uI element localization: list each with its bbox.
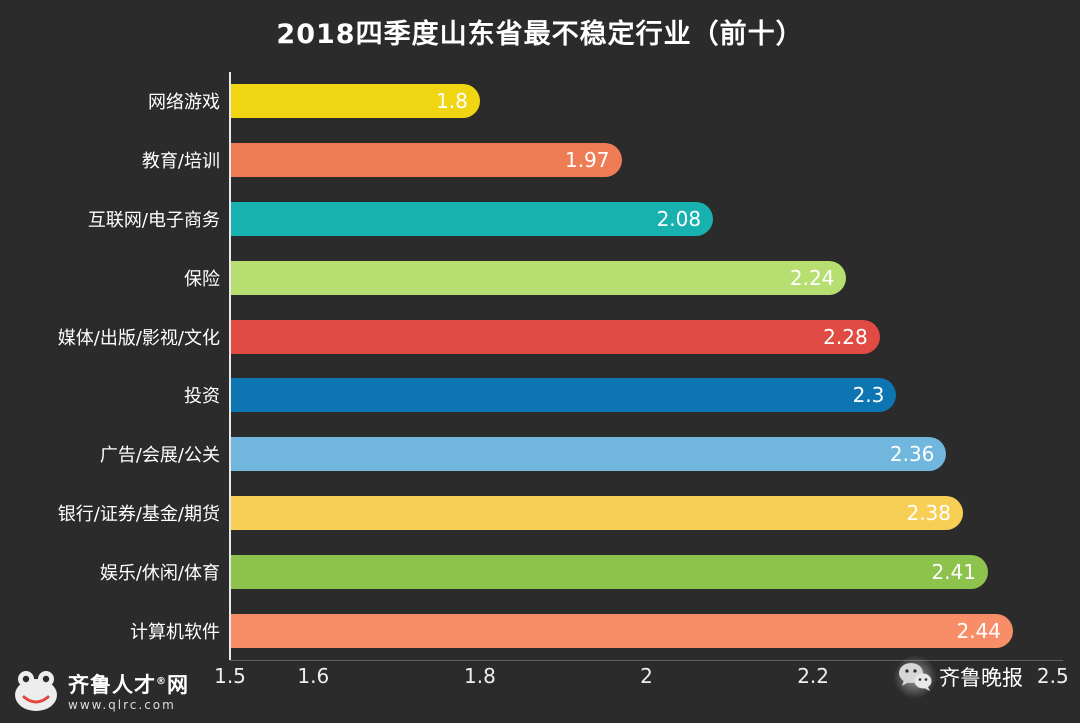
brand-name: 齐鲁人才®网 — [68, 672, 189, 697]
brand-text-block: 齐鲁人才®网 www.qlrc.com — [68, 670, 189, 713]
bar-row: 娱乐/休闲/体育 2.41 — [0, 542, 1080, 601]
category-label: 计算机软件 — [130, 621, 220, 643]
watermark-text: 齐鲁晚报 — [939, 666, 1023, 690]
value-label: 2.41 — [931, 559, 976, 584]
bar-row: 投资 2.3 — [0, 366, 1080, 425]
bar-row: 教育/培训 1.97 — [0, 131, 1080, 190]
bar: 2.08 — [230, 201, 714, 236]
bar-row: 网络游戏 1.8 — [0, 72, 1080, 131]
x-tick-label: 1.8 — [463, 664, 496, 688]
bar: 2.36 — [230, 437, 947, 472]
value-label: 2.38 — [906, 500, 951, 525]
category-label: 银行/证券/基金/期货 — [57, 503, 220, 525]
frog-logo-icon — [12, 667, 60, 715]
bar-row: 银行/证券/基金/期货 2.38 — [0, 484, 1080, 543]
qlrc-logo: 齐鲁人才®网 www.qlrc.com — [12, 667, 189, 715]
category-label: 媒体/出版/影视/文化 — [57, 327, 220, 349]
bar: 1.8 — [230, 84, 480, 119]
x-tick-label: 2 — [640, 664, 653, 688]
wechat-watermark: 齐鲁晚报 — [893, 655, 1023, 699]
value-label: 2.44 — [956, 618, 1001, 643]
x-axis-line — [230, 660, 1063, 661]
value-label: 2.08 — [656, 206, 702, 231]
category-label: 网络游戏 — [148, 92, 220, 114]
brand-url: www.qlrc.com — [68, 697, 176, 712]
bar: 2.3 — [230, 378, 897, 413]
bar: 2.41 — [230, 554, 988, 589]
bar-row: 广告/会展/公关 2.36 — [0, 425, 1080, 484]
wechat-icon — [893, 655, 937, 699]
value-label: 1.8 — [436, 89, 468, 114]
bar-row: 媒体/出版/影视/文化 2.28 — [0, 307, 1080, 366]
category-label: 教育/培训 — [141, 151, 220, 173]
bar: 2.28 — [230, 319, 880, 354]
bar-rows: 网络游戏 1.8 教育/培训 1.97 互联网/电子商务 2.08 保险 2.24 媒体/出版/… — [0, 72, 1080, 660]
bar-row: 计算机软件 2.44 — [0, 601, 1080, 660]
plot-area: 网络游戏 1.8 教育/培训 1.97 互联网/电子商务 2.08 保险 2.24 媒体/出版/… — [0, 72, 1080, 661]
value-label: 1.97 — [564, 148, 610, 173]
category-label: 投资 — [184, 386, 220, 408]
bar-row: 保险 2.24 — [0, 248, 1080, 307]
registered-mark: ® — [156, 675, 167, 687]
value-label: 2.36 — [889, 442, 935, 467]
x-axis-tick-labels: 1.5 1.6 1.8 2 2.2 2.5 — [214, 664, 1069, 694]
bar: 1.97 — [230, 143, 622, 178]
value-label: 2.28 — [823, 324, 868, 349]
x-tick-label: 2.5 — [1036, 664, 1069, 688]
x-tick-label: 2.2 — [797, 664, 829, 688]
value-label: 2.3 — [852, 383, 885, 408]
chart-title: 2018四季度山东省最不稳定行业（前十） — [276, 19, 804, 50]
category-label: 娱乐/休闲/体育 — [99, 562, 220, 584]
x-tick-label: 1.5 — [214, 664, 246, 688]
category-label: 广告/会展/公关 — [99, 445, 220, 467]
bar: 2.24 — [230, 260, 847, 295]
bar-row: 互联网/电子商务 2.08 — [0, 190, 1080, 249]
category-label: 保险 — [184, 268, 220, 290]
value-label: 2.24 — [789, 265, 835, 290]
category-label: 互联网/电子商务 — [87, 209, 220, 231]
bar: 2.38 — [230, 495, 963, 530]
bar: 2.44 — [230, 613, 1013, 648]
y-axis-line — [229, 72, 231, 660]
x-tick-label: 1.6 — [297, 664, 330, 688]
